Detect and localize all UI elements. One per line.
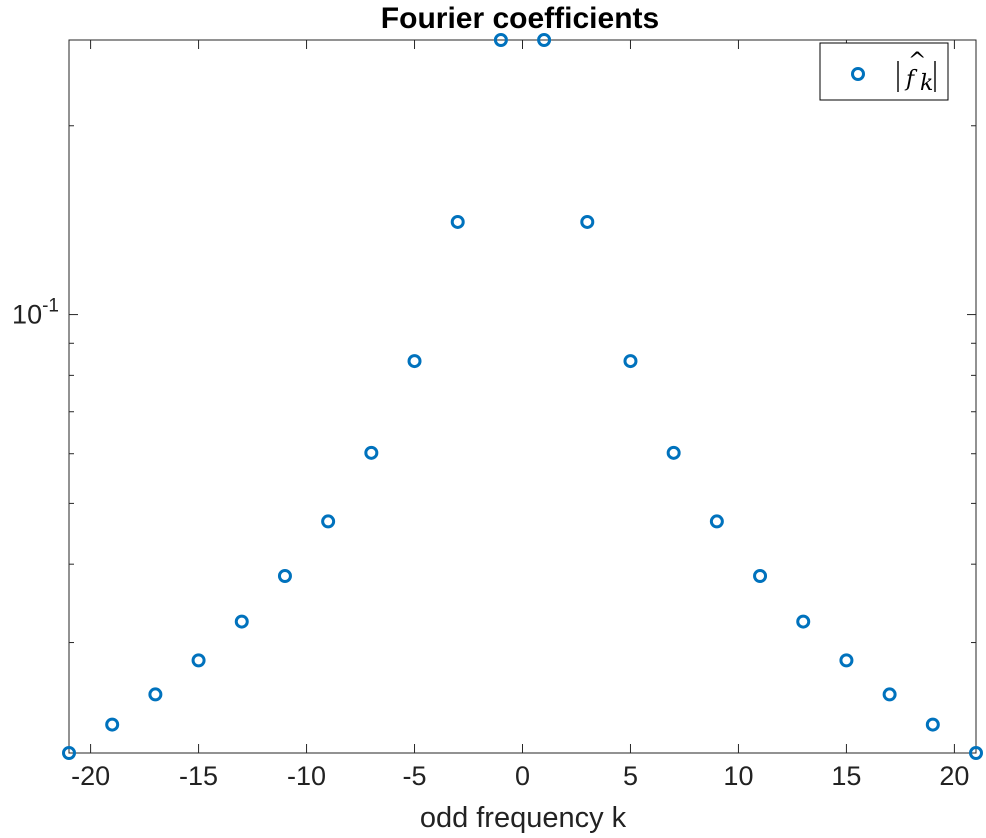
data-point bbox=[666, 445, 681, 460]
svg-text:^: ^ bbox=[908, 49, 926, 74]
data-points bbox=[62, 33, 983, 760]
data-point bbox=[796, 614, 811, 629]
x-tick-label: -20 bbox=[71, 761, 110, 791]
x-tick-label: 10 bbox=[723, 761, 753, 791]
legend: f ^ k bbox=[819, 42, 949, 101]
legend-label: f ^ k bbox=[897, 49, 936, 96]
data-point bbox=[580, 214, 595, 229]
data-point bbox=[407, 354, 422, 369]
x-tick-label: -15 bbox=[179, 761, 218, 791]
x-axis-label: odd frequency k bbox=[420, 802, 627, 834]
data-point bbox=[105, 717, 120, 732]
data-point bbox=[753, 569, 768, 584]
axes: -20 -15 -10 -5 0 5 10 15 20 10-1 bbox=[12, 39, 977, 791]
data-point bbox=[450, 214, 465, 229]
data-point bbox=[62, 746, 76, 760]
data-point bbox=[925, 717, 940, 732]
x-tick-label: 20 bbox=[939, 761, 969, 791]
data-point bbox=[839, 653, 854, 668]
x-tick-label: 15 bbox=[831, 761, 861, 791]
data-point bbox=[364, 445, 379, 460]
data-point bbox=[234, 614, 249, 629]
legend-marker-icon bbox=[851, 67, 865, 81]
x-tick-label: 0 bbox=[515, 761, 530, 791]
chart-title: Fourier coefficients bbox=[381, 2, 659, 35]
data-point bbox=[537, 33, 552, 47]
y-tick-label: 10-1 bbox=[12, 296, 59, 330]
data-point bbox=[623, 354, 638, 369]
x-tick-label: -10 bbox=[287, 761, 326, 791]
data-point bbox=[969, 746, 983, 760]
data-point bbox=[191, 653, 206, 668]
svg-text:k: k bbox=[920, 71, 933, 96]
data-point bbox=[148, 687, 163, 702]
data-point bbox=[882, 687, 897, 702]
data-point bbox=[277, 569, 292, 584]
data-point bbox=[321, 514, 336, 529]
x-tick-label: 5 bbox=[623, 761, 638, 791]
data-point bbox=[493, 33, 508, 47]
data-point bbox=[709, 514, 724, 529]
legend-box bbox=[819, 42, 949, 101]
x-tick-label: -5 bbox=[403, 761, 427, 791]
